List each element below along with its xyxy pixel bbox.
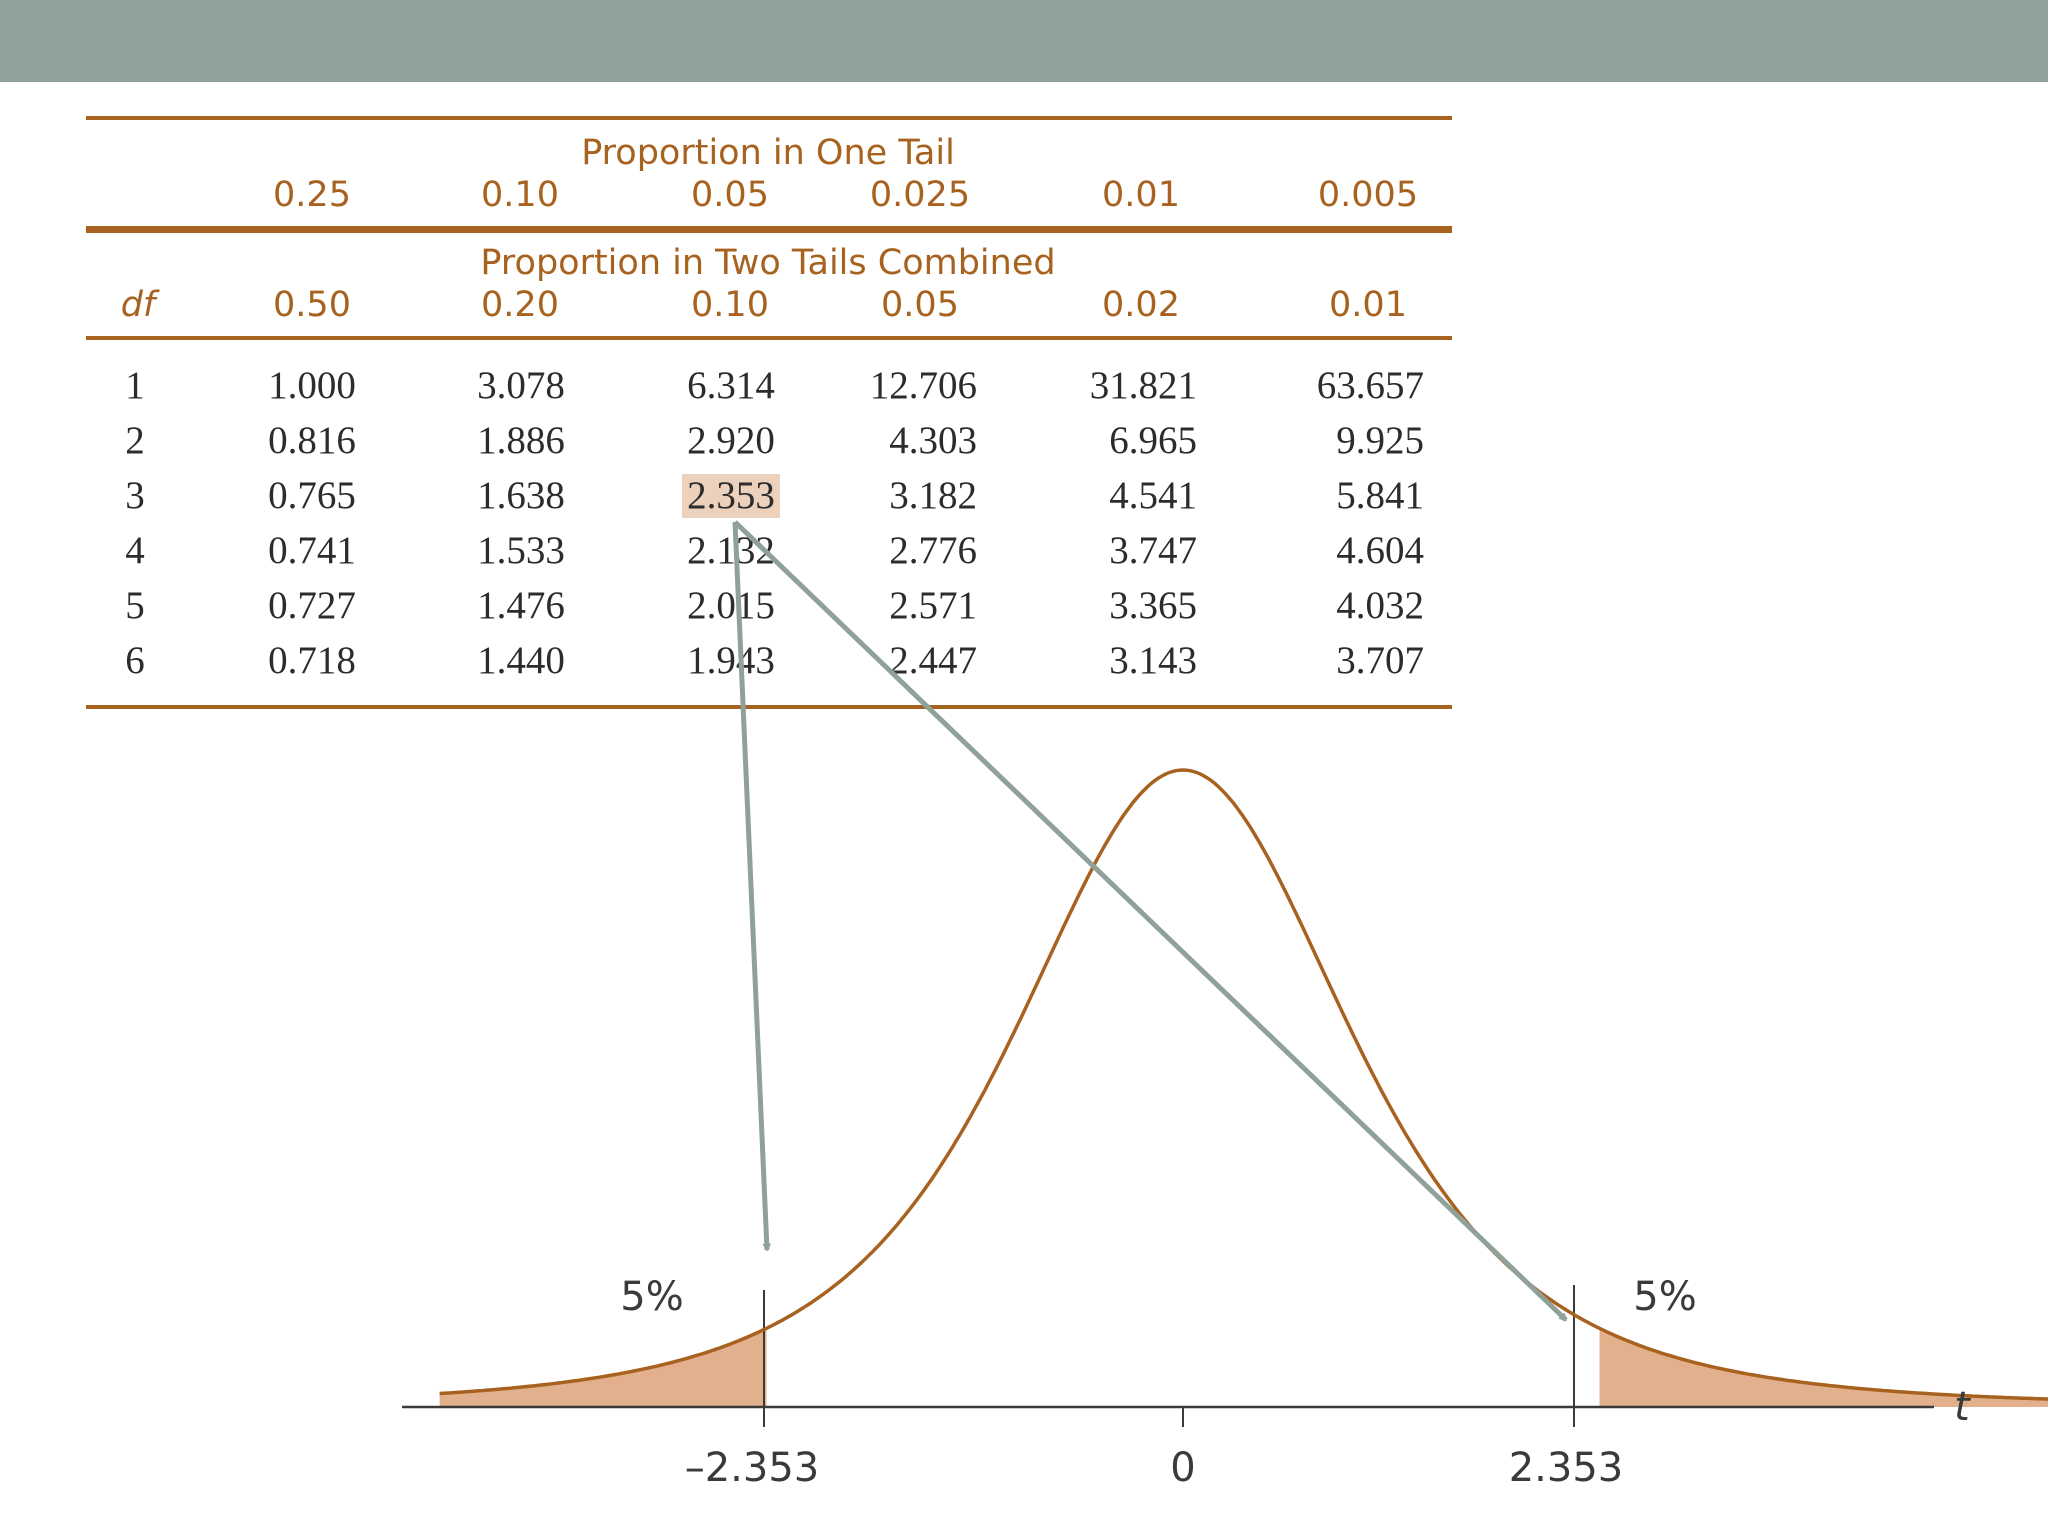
center-label: 0: [1170, 1445, 1195, 1491]
header-bar: [0, 0, 2048, 82]
table-cell: 63.657: [1316, 364, 1424, 407]
table-cell: 0.727: [268, 584, 356, 627]
table-cell: 5.841: [1336, 474, 1424, 517]
table-cell: 4.303: [889, 419, 977, 462]
two-tail-value: 0.05: [881, 285, 959, 325]
table-cell: 2.571: [889, 584, 977, 627]
table-cell: 12.706: [869, 364, 977, 407]
two-tail-title: Proportion in Two Tails Combined: [480, 243, 1056, 283]
table-cell: 0.816: [268, 419, 356, 462]
one-tail-value: 0.005: [1317, 175, 1419, 215]
table-cell: 2.132: [687, 529, 775, 572]
one-tail-value: 0.025: [869, 175, 971, 215]
header-divider-rule: [86, 226, 1452, 233]
table-cell: 3.707: [1336, 639, 1424, 682]
highlighted-value: 2.353: [687, 474, 775, 517]
right-critical-label: 2.353: [1509, 1445, 1624, 1491]
table-cell: 1.440: [477, 639, 565, 682]
table-cell: 2.447: [889, 639, 977, 682]
t-distribution-curve: [439, 768, 2048, 1401]
table-cell: 0.718: [268, 639, 356, 682]
table-cell: 9.925: [1336, 419, 1424, 462]
arrow-to-right-critical: [733, 520, 1568, 1322]
left-tail-region: [439, 1328, 767, 1407]
t-axis-label: t: [1954, 1384, 1971, 1430]
two-tail-value: 0.50: [273, 285, 351, 325]
highlighted-cell: [682, 474, 780, 518]
table-cell: 3.143: [1109, 639, 1197, 682]
table-cell: 31.821: [1089, 364, 1197, 407]
one-tail-value: 0.01: [1102, 175, 1180, 215]
df-cell: 3: [125, 474, 145, 517]
one-tail-title: Proportion in One Tail: [581, 133, 955, 173]
df-cell: 4: [125, 529, 145, 572]
one-tail-value: 0.25: [273, 175, 351, 215]
table-cell: 1.943: [687, 639, 775, 682]
right-tail-region: [1599, 1328, 2048, 1407]
table-cell: 1.000: [268, 364, 356, 407]
table-cell: 0.765: [268, 474, 356, 517]
table-cell: 6.965: [1109, 419, 1197, 462]
right-tail-label: 5%: [1633, 1274, 1696, 1320]
table-cell: 4.032: [1336, 584, 1424, 627]
left-critical-label: –2.353: [685, 1445, 820, 1491]
table-cell: 2.776: [889, 529, 977, 572]
table-cell: 1.533: [477, 529, 565, 572]
table-cell: 1.886: [477, 419, 565, 462]
df-cell: 5: [125, 584, 145, 627]
table-cell: 3.365: [1109, 584, 1197, 627]
two-tail-value: 0.10: [691, 285, 769, 325]
left-tail-label: 5%: [620, 1274, 683, 1320]
table-cell: 2.920: [687, 419, 775, 462]
arrow-to-left-critical: [732, 521, 772, 1252]
one-tail-value: 0.05: [691, 175, 769, 215]
table-cell: 0.741: [268, 529, 356, 572]
table-cell: 6.314: [687, 364, 775, 407]
one-tail-value: 0.10: [481, 175, 559, 215]
df-label: df: [120, 285, 156, 325]
table-cell: 4.604: [1336, 529, 1424, 572]
table-cell: 4.541: [1109, 474, 1197, 517]
header-bottom-rule: [86, 336, 1452, 340]
table-cell: 3.078: [477, 364, 565, 407]
df-cell: 2: [125, 419, 145, 462]
two-tail-value: 0.20: [481, 285, 559, 325]
table-cell: 1.476: [477, 584, 565, 627]
two-tail-value: 0.02: [1102, 285, 1180, 325]
table-cell: 3.182: [889, 474, 977, 517]
table-top-rule: [86, 116, 1452, 120]
two-tail-value: 0.01: [1329, 285, 1407, 325]
table-bottom-rule: [86, 705, 1452, 709]
table-cell: 2.015: [687, 584, 775, 627]
df-cell: 1: [125, 364, 145, 407]
table-cell: 1.638: [477, 474, 565, 517]
df-cell: 6: [125, 639, 145, 682]
table-cell: 3.747: [1109, 529, 1197, 572]
